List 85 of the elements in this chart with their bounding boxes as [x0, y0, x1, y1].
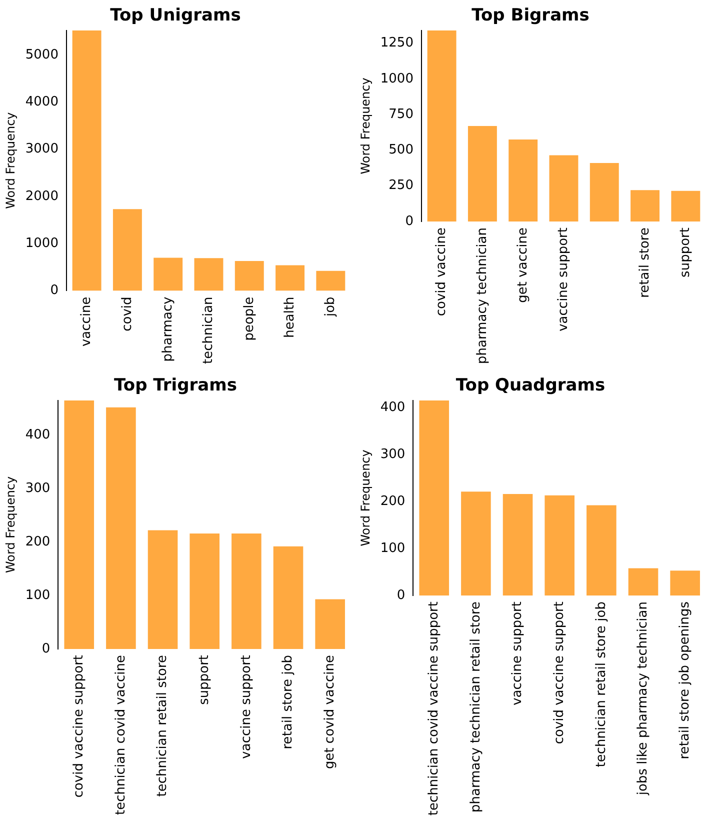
- chart-title: Top Quadgrams: [456, 376, 606, 396]
- x-tick-label: health: [282, 296, 298, 338]
- y-tick-label: 3000: [25, 142, 58, 157]
- chart-title: Top Bigrams: [472, 6, 590, 26]
- bar: [419, 400, 450, 596]
- x-tick-label: vaccine: [79, 296, 94, 347]
- x-tick-label: pharmacy: [160, 296, 176, 362]
- x-tick-label: retail store job: [280, 654, 296, 750]
- bar: [549, 155, 578, 222]
- y-axis-title: Word Frequency: [3, 476, 18, 574]
- bar: [508, 140, 538, 222]
- x-tick-label: technician covid vaccine support: [426, 602, 442, 816]
- y-tick-label: 200: [380, 494, 406, 509]
- y-tick-label: 1250: [380, 36, 414, 51]
- bar: [190, 534, 220, 649]
- chart-title: Top Trigrams: [114, 376, 237, 396]
- y-tick-label: 200: [25, 534, 50, 550]
- x-tick-label: covid vaccine support: [72, 654, 86, 798]
- bar: [112, 209, 142, 291]
- x-tick-label: people: [242, 296, 257, 341]
- bar: [316, 270, 346, 291]
- x-tick-label: technician: [201, 296, 216, 364]
- x-tick-label: covid vaccine support: [552, 602, 567, 744]
- x-tick-label: retail store: [637, 228, 652, 298]
- x-tick-label: covid: [120, 296, 135, 332]
- x-tick-label: vaccine support: [510, 602, 526, 706]
- bar: [630, 190, 660, 222]
- x-tick-label: vaccine support: [556, 228, 572, 332]
- bar: [670, 570, 700, 596]
- y-tick-label: 0: [405, 214, 414, 229]
- y-axis-title: Word Frequency: [3, 112, 18, 209]
- bar: [148, 530, 178, 649]
- y-axis-title: Word Frequency: [358, 450, 372, 546]
- bar: [72, 30, 102, 291]
- y-tick-label: 400: [25, 428, 50, 443]
- y-tick-label: 1000: [25, 236, 58, 251]
- y-tick-label: 0: [396, 588, 406, 603]
- y-tick-label: 4000: [25, 94, 58, 110]
- bar: [154, 258, 183, 291]
- x-tick-label: job: [323, 296, 338, 318]
- bar: [194, 258, 224, 291]
- bar: [232, 534, 262, 649]
- bar: [461, 492, 491, 596]
- bar: [315, 599, 345, 649]
- y-tick-label: 100: [380, 540, 406, 556]
- x-tick-label: covid vaccine: [434, 228, 450, 316]
- y-tick-label: 2000: [25, 188, 58, 204]
- bar: [544, 495, 575, 596]
- x-tick-label: pharmacy technician: [474, 228, 490, 364]
- y-tick-label: 100: [25, 588, 50, 603]
- bar: [468, 126, 497, 222]
- bar: [64, 400, 94, 649]
- x-tick-label: technician retail store: [155, 654, 170, 797]
- x-tick-label: support: [678, 228, 694, 278]
- x-tick-label: retail store job openings: [677, 601, 692, 760]
- bar: [273, 546, 304, 649]
- y-tick-label: 500: [388, 142, 414, 158]
- x-tick-label: technician covid vaccine: [113, 654, 128, 816]
- y-tick-label: 250: [388, 178, 414, 194]
- y-tick-label: 300: [25, 480, 50, 496]
- y-tick-label: 5000: [25, 47, 58, 62]
- x-tick-label: pharmacy technician retail store: [468, 602, 484, 812]
- x-tick-label: vaccine support: [238, 654, 254, 759]
- bar: [586, 505, 616, 596]
- x-tick-label: get vaccine: [515, 228, 530, 303]
- x-tick-label: get covid vaccine: [322, 654, 338, 770]
- bar: [590, 163, 619, 222]
- bar: [502, 494, 533, 596]
- x-tick-label: support: [196, 654, 212, 705]
- y-tick-label: 400: [380, 400, 406, 415]
- y-tick-label: 1000: [380, 71, 414, 86]
- y-tick-label: 0: [50, 283, 58, 298]
- y-axis-title: Word Frequency: [358, 78, 372, 174]
- bar: [628, 568, 658, 596]
- y-tick-label: 750: [388, 106, 414, 122]
- bar: [671, 190, 700, 222]
- y-tick-label: 300: [380, 446, 406, 462]
- bar: [427, 30, 456, 222]
- bar: [234, 260, 264, 291]
- bar: [276, 265, 305, 291]
- chart-title: Top Unigrams: [110, 6, 241, 26]
- x-tick-label: technician retail store job: [594, 602, 609, 768]
- bar: [106, 407, 136, 649]
- y-tick-label: 0: [42, 641, 50, 656]
- x-tick-label: jobs like pharmacy technician: [636, 602, 651, 796]
